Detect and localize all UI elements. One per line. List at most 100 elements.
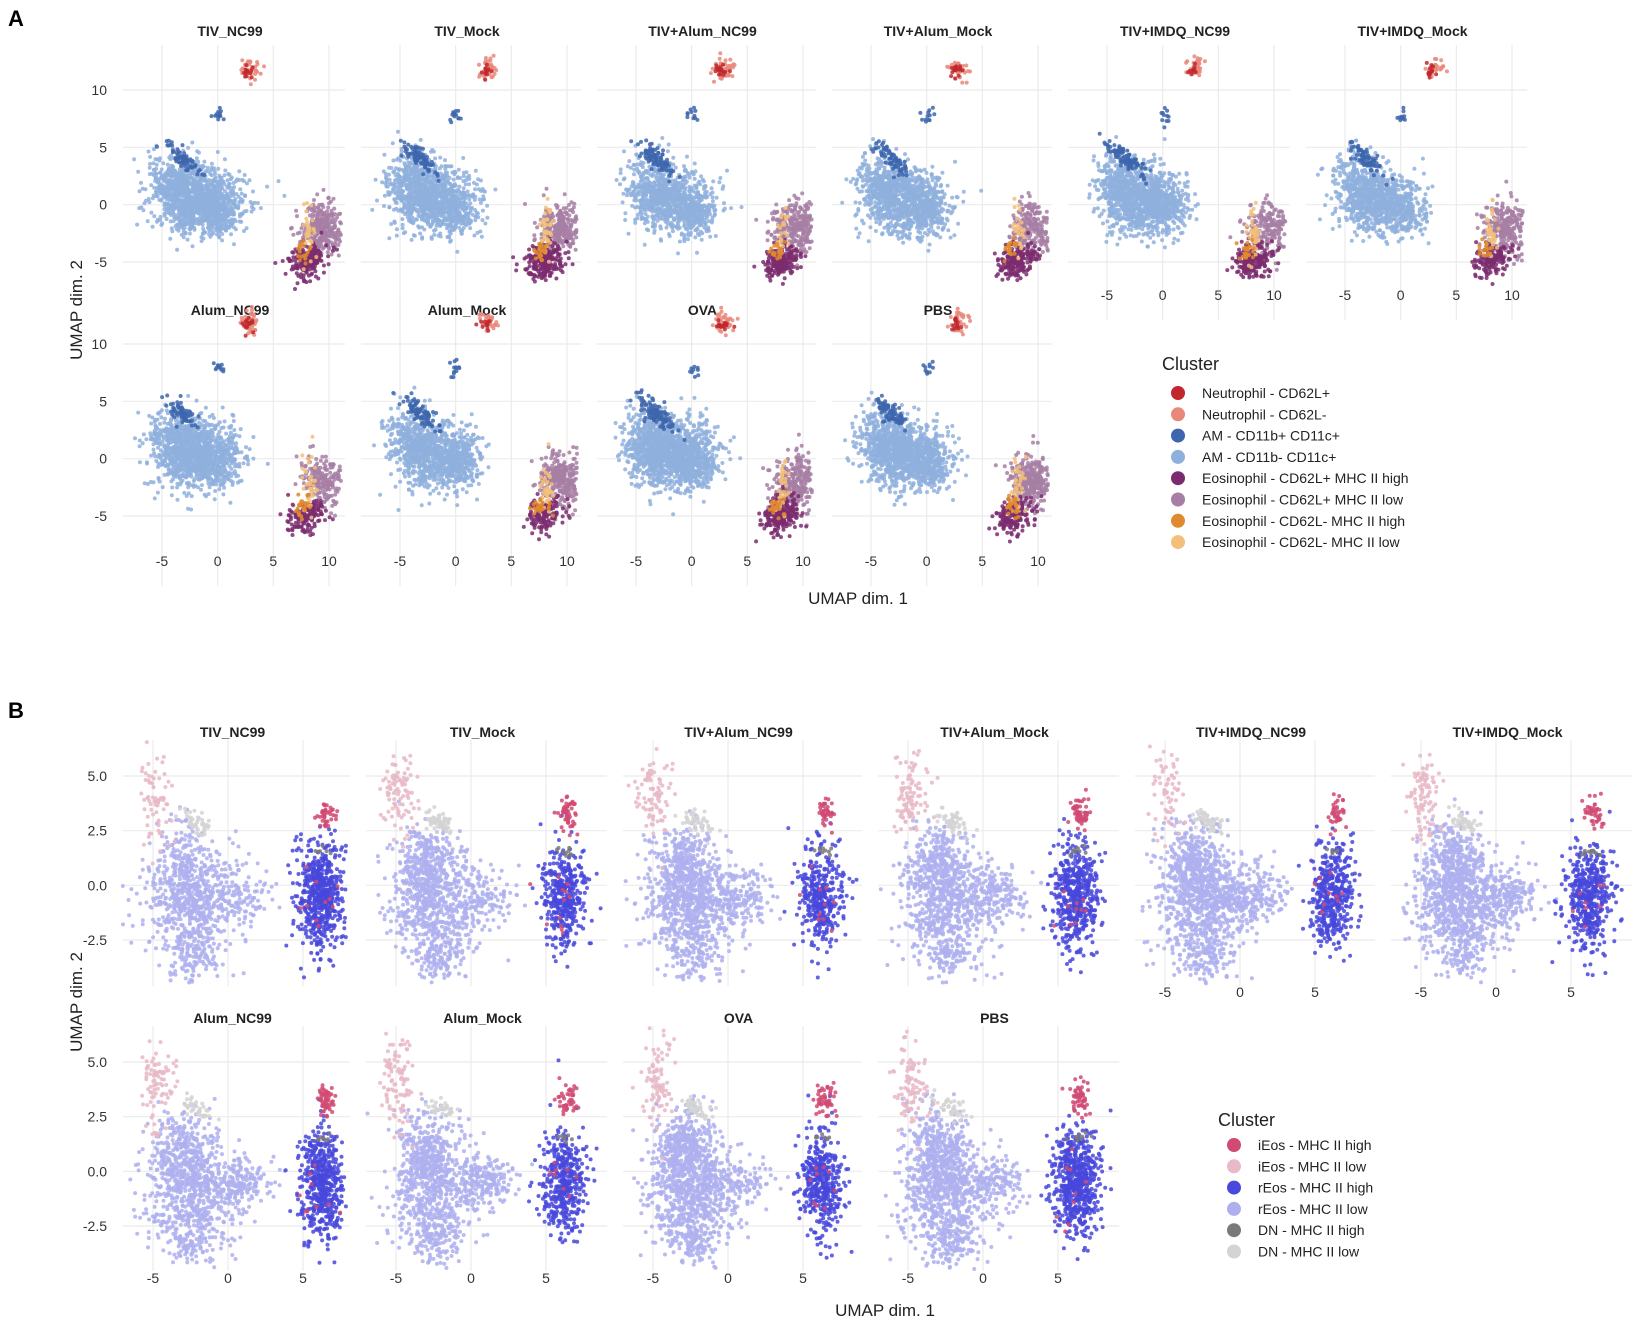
data-point (384, 176, 389, 181)
data-point (421, 212, 426, 217)
data-point (230, 218, 235, 223)
data-point (189, 206, 194, 210)
data-point (400, 217, 405, 222)
data-point (222, 157, 227, 162)
data-point (305, 201, 310, 206)
data-point (217, 235, 222, 240)
data-point (164, 202, 168, 207)
data-point (320, 218, 325, 223)
data-point (148, 161, 152, 166)
data-point (514, 262, 519, 267)
data-point (636, 192, 641, 197)
data-point (244, 63, 249, 68)
data-point (682, 191, 687, 196)
data-point (514, 268, 519, 273)
data-point (237, 169, 242, 174)
data-point (527, 272, 532, 277)
data-point (332, 206, 337, 211)
data-point (489, 69, 494, 74)
data-point (474, 182, 479, 187)
data-point (458, 191, 463, 195)
data-point (202, 173, 207, 177)
data-point (205, 165, 210, 170)
data-point (301, 222, 306, 227)
data-point (215, 150, 220, 154)
data-point (301, 267, 306, 272)
data-point (444, 217, 449, 222)
data-point (169, 163, 174, 168)
data-point (216, 166, 221, 171)
data-point (307, 225, 312, 230)
data-point (618, 182, 622, 187)
data-point (308, 259, 313, 264)
data-point (205, 183, 210, 188)
data-point (178, 170, 183, 175)
data-point (334, 235, 339, 240)
y-axis-label: UMAP dim. 2 (67, 260, 86, 360)
data-point (243, 194, 247, 199)
data-point (641, 176, 646, 181)
data-point (321, 270, 326, 275)
data-point (160, 184, 165, 189)
data-point (476, 215, 481, 220)
data-point (210, 213, 215, 218)
data-point (231, 193, 236, 198)
data-point (476, 177, 481, 182)
data-point (438, 155, 443, 160)
data-point (403, 167, 408, 172)
data-point (429, 149, 433, 154)
data-point (400, 188, 404, 193)
data-point (297, 230, 302, 235)
data-point (321, 187, 326, 192)
data-point (396, 173, 401, 178)
data-point (179, 194, 184, 199)
data-point (335, 247, 339, 252)
data-point (549, 255, 554, 260)
data-point (552, 241, 557, 246)
data-point (205, 201, 210, 205)
data-point (632, 163, 637, 167)
data-point (375, 198, 379, 203)
data-point (239, 191, 244, 196)
data-point (614, 178, 619, 182)
data-point (282, 193, 287, 198)
data-point (543, 262, 548, 267)
data-point (618, 167, 623, 172)
data-point (682, 237, 687, 241)
data-point (722, 206, 727, 211)
data-point (172, 215, 177, 220)
data-point (511, 255, 516, 260)
data-point (244, 74, 249, 79)
data-point (153, 179, 158, 184)
data-point (668, 186, 673, 191)
data-point (664, 225, 669, 230)
data-point (253, 77, 257, 82)
data-point (694, 186, 699, 191)
data-point (179, 210, 184, 214)
data-point (404, 206, 409, 211)
data-point (557, 216, 562, 221)
data-point (646, 179, 651, 184)
data-point (648, 185, 653, 190)
data-point (214, 221, 219, 226)
data-point (214, 210, 219, 215)
data-point (420, 193, 424, 198)
data-point (729, 206, 734, 211)
data-point (238, 187, 243, 192)
data-point (430, 207, 434, 211)
data-point (137, 189, 142, 194)
data-point (681, 177, 685, 182)
data-point (409, 237, 414, 242)
data-point (180, 187, 185, 192)
data-point (493, 187, 498, 192)
data-point (309, 239, 314, 244)
data-point (165, 177, 170, 182)
data-point (170, 195, 175, 200)
data-point (473, 187, 478, 192)
data-point (168, 186, 173, 191)
data-point (132, 157, 137, 162)
data-point (407, 214, 412, 219)
data-point (336, 242, 341, 247)
data-point (470, 212, 475, 217)
data-point (703, 220, 708, 225)
